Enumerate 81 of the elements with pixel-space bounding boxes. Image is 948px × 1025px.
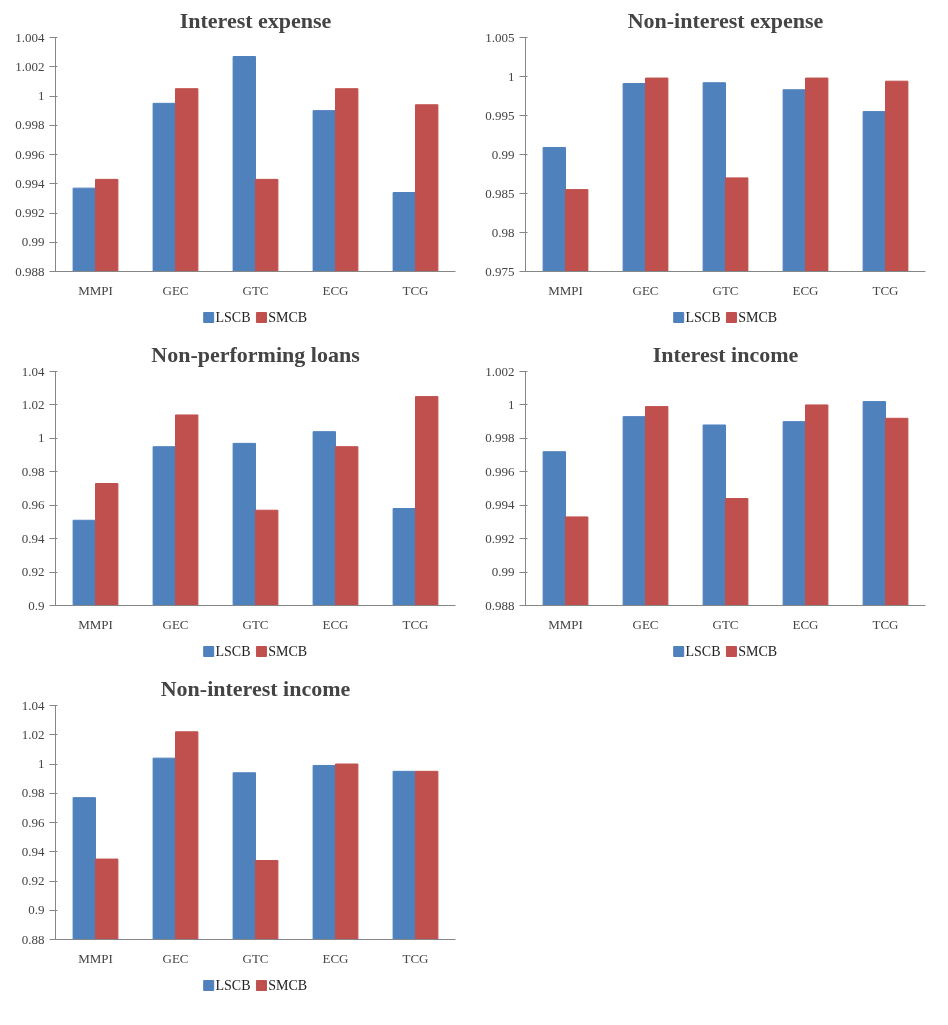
x-tick-label: GTC	[242, 616, 269, 632]
x-tick-label: GEC	[632, 282, 659, 298]
y-tick-label: 1	[38, 88, 45, 103]
x-tick-label: TCG	[402, 950, 429, 966]
y-tick-label: 0.99	[491, 564, 515, 580]
x-tick-label: MMPI	[548, 616, 583, 632]
y-tick-label: 0.92	[21, 873, 45, 888]
y-tick-label: 0.998	[15, 117, 45, 133]
y-tick-label: 0.9	[28, 902, 45, 918]
x-tick-label: ECG	[322, 282, 349, 298]
y-tick-label: 1.02	[21, 726, 45, 742]
x-tick-label: TCG	[872, 616, 899, 632]
y-tick-label: 0.996	[15, 146, 45, 162]
chart-title: Non-performing loans	[151, 341, 361, 367]
x-tick-label: GEC	[162, 616, 189, 632]
y-tick-label: 0.94	[21, 530, 45, 546]
y-tick-label: 1.04	[21, 363, 45, 379]
chart-title: Interest income	[652, 341, 799, 367]
chart-title: Non-interest income	[160, 675, 351, 701]
y-tick-label: 0.9	[28, 597, 45, 613]
legend-label: LSCB	[215, 644, 251, 659]
x-tick-label: GEC	[632, 616, 659, 632]
x-tick-label: GEC	[162, 282, 189, 298]
chart-title: Non-interest expense	[627, 7, 824, 33]
legend-label: LSCB	[685, 310, 721, 325]
y-tick-label: 0.88	[21, 931, 45, 947]
x-tick-label: ECG	[322, 950, 349, 966]
y-tick-label: 0.96	[21, 814, 45, 830]
x-tick-label: MMPI	[78, 616, 113, 632]
y-tick-label: 0.996	[485, 463, 515, 479]
x-tick-label: GTC	[242, 950, 269, 966]
x-tick-label: GTC	[242, 282, 269, 298]
y-tick-label: 0.994	[485, 497, 515, 513]
y-tick-label: 1	[38, 756, 45, 771]
y-tick-label: 0.992	[485, 530, 515, 546]
y-tick-label: 1.04	[21, 697, 45, 713]
y-tick-label: 0.992	[15, 205, 45, 220]
y-tick-label: 1.002	[15, 58, 45, 74]
y-tick-label: 0.98	[491, 224, 515, 240]
legend-label: SMCB	[738, 644, 778, 659]
y-tick-label: 1	[38, 430, 45, 446]
x-tick-label: MMPI	[78, 282, 113, 298]
y-tick-label: 0.98	[21, 463, 45, 479]
x-tick-label: GEC	[162, 950, 189, 966]
legend-label: LSCB	[215, 978, 251, 993]
y-tick-label: 0.99	[491, 146, 515, 162]
legend-label: LSCB	[215, 310, 251, 325]
y-tick-label: 1.004	[15, 29, 45, 45]
y-tick-label: 1.02	[21, 396, 45, 412]
y-tick-label: 0.988	[485, 597, 515, 613]
legend-label: SMCB	[268, 644, 308, 659]
y-tick-label: 0.98	[21, 785, 45, 801]
x-tick-label: TCG	[402, 282, 429, 298]
y-tick-label: 0.94	[21, 843, 45, 859]
y-tick-label: 0.995	[485, 107, 515, 123]
legend-label: SMCB	[268, 310, 308, 325]
x-tick-label: ECG	[792, 616, 819, 632]
y-tick-label: 0.998	[485, 430, 515, 446]
y-tick-label: 0.994	[15, 175, 45, 191]
chart-title: Interest expense	[179, 7, 332, 33]
legend-label: SMCB	[268, 978, 308, 993]
x-tick-label: ECG	[322, 616, 349, 632]
x-tick-label: MMPI	[78, 950, 113, 966]
y-tick-label: 0.92	[21, 564, 45, 580]
y-tick-label: 0.985	[485, 185, 515, 201]
x-tick-label: ECG	[792, 282, 819, 298]
y-tick-label: 1.005	[485, 29, 515, 45]
y-tick-label: 1.002	[485, 363, 515, 379]
y-tick-label: 0.99	[21, 234, 45, 250]
legend-label: LSCB	[685, 644, 721, 659]
y-tick-label: 1	[508, 68, 515, 84]
y-tick-label: 1	[508, 396, 515, 412]
x-tick-label: MMPI	[548, 282, 583, 298]
y-tick-label: 0.988	[15, 263, 45, 279]
y-tick-label: 0.975	[485, 263, 515, 279]
x-tick-label: TCG	[402, 616, 429, 632]
x-tick-label: GTC	[712, 282, 739, 298]
legend-label: SMCB	[738, 310, 778, 325]
x-tick-label: GTC	[712, 616, 739, 632]
x-tick-label: TCG	[872, 282, 899, 298]
y-tick-label: 0.96	[21, 497, 45, 513]
